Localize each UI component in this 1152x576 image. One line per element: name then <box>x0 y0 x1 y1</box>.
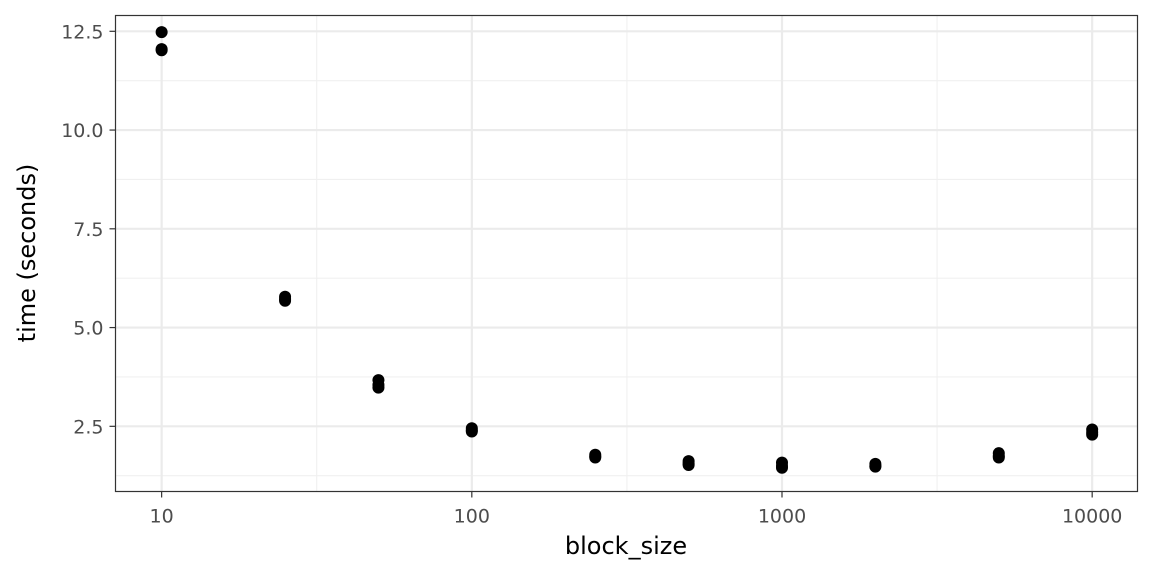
y-axis: 2.5 5.0 7.5 10.0 12.5 <box>61 21 116 438</box>
data-point <box>589 451 602 464</box>
major-gridlines <box>115 15 1138 492</box>
data-point <box>279 294 292 307</box>
y-tick-label: 5.0 <box>73 318 103 340</box>
x-axis-title: block_size <box>565 532 687 560</box>
data-point <box>372 381 385 394</box>
data-points <box>155 26 1099 474</box>
data-point <box>155 26 168 39</box>
y-axis-title: time (seconds) <box>13 164 41 343</box>
data-point <box>682 459 695 472</box>
y-tick-label: 7.5 <box>73 219 103 241</box>
minor-gridlines <box>115 15 1138 492</box>
panel-border <box>114 14 1139 493</box>
data-point <box>992 451 1005 464</box>
x-tick-label: 10 <box>150 506 174 528</box>
x-tick-label: 1000 <box>758 506 806 528</box>
data-point <box>1086 428 1099 441</box>
data-point <box>775 461 788 474</box>
x-tick-label: 100 <box>454 506 490 528</box>
x-tick-label: 10000 <box>1062 506 1122 528</box>
data-point <box>465 425 478 438</box>
data-point <box>869 460 882 473</box>
y-tick-label: 2.5 <box>73 416 103 438</box>
x-axis: 10 100 1000 10000 <box>150 491 1122 528</box>
y-tick-label: 12.5 <box>61 21 103 43</box>
y-tick-label: 10.0 <box>61 120 103 142</box>
data-point <box>155 44 168 57</box>
